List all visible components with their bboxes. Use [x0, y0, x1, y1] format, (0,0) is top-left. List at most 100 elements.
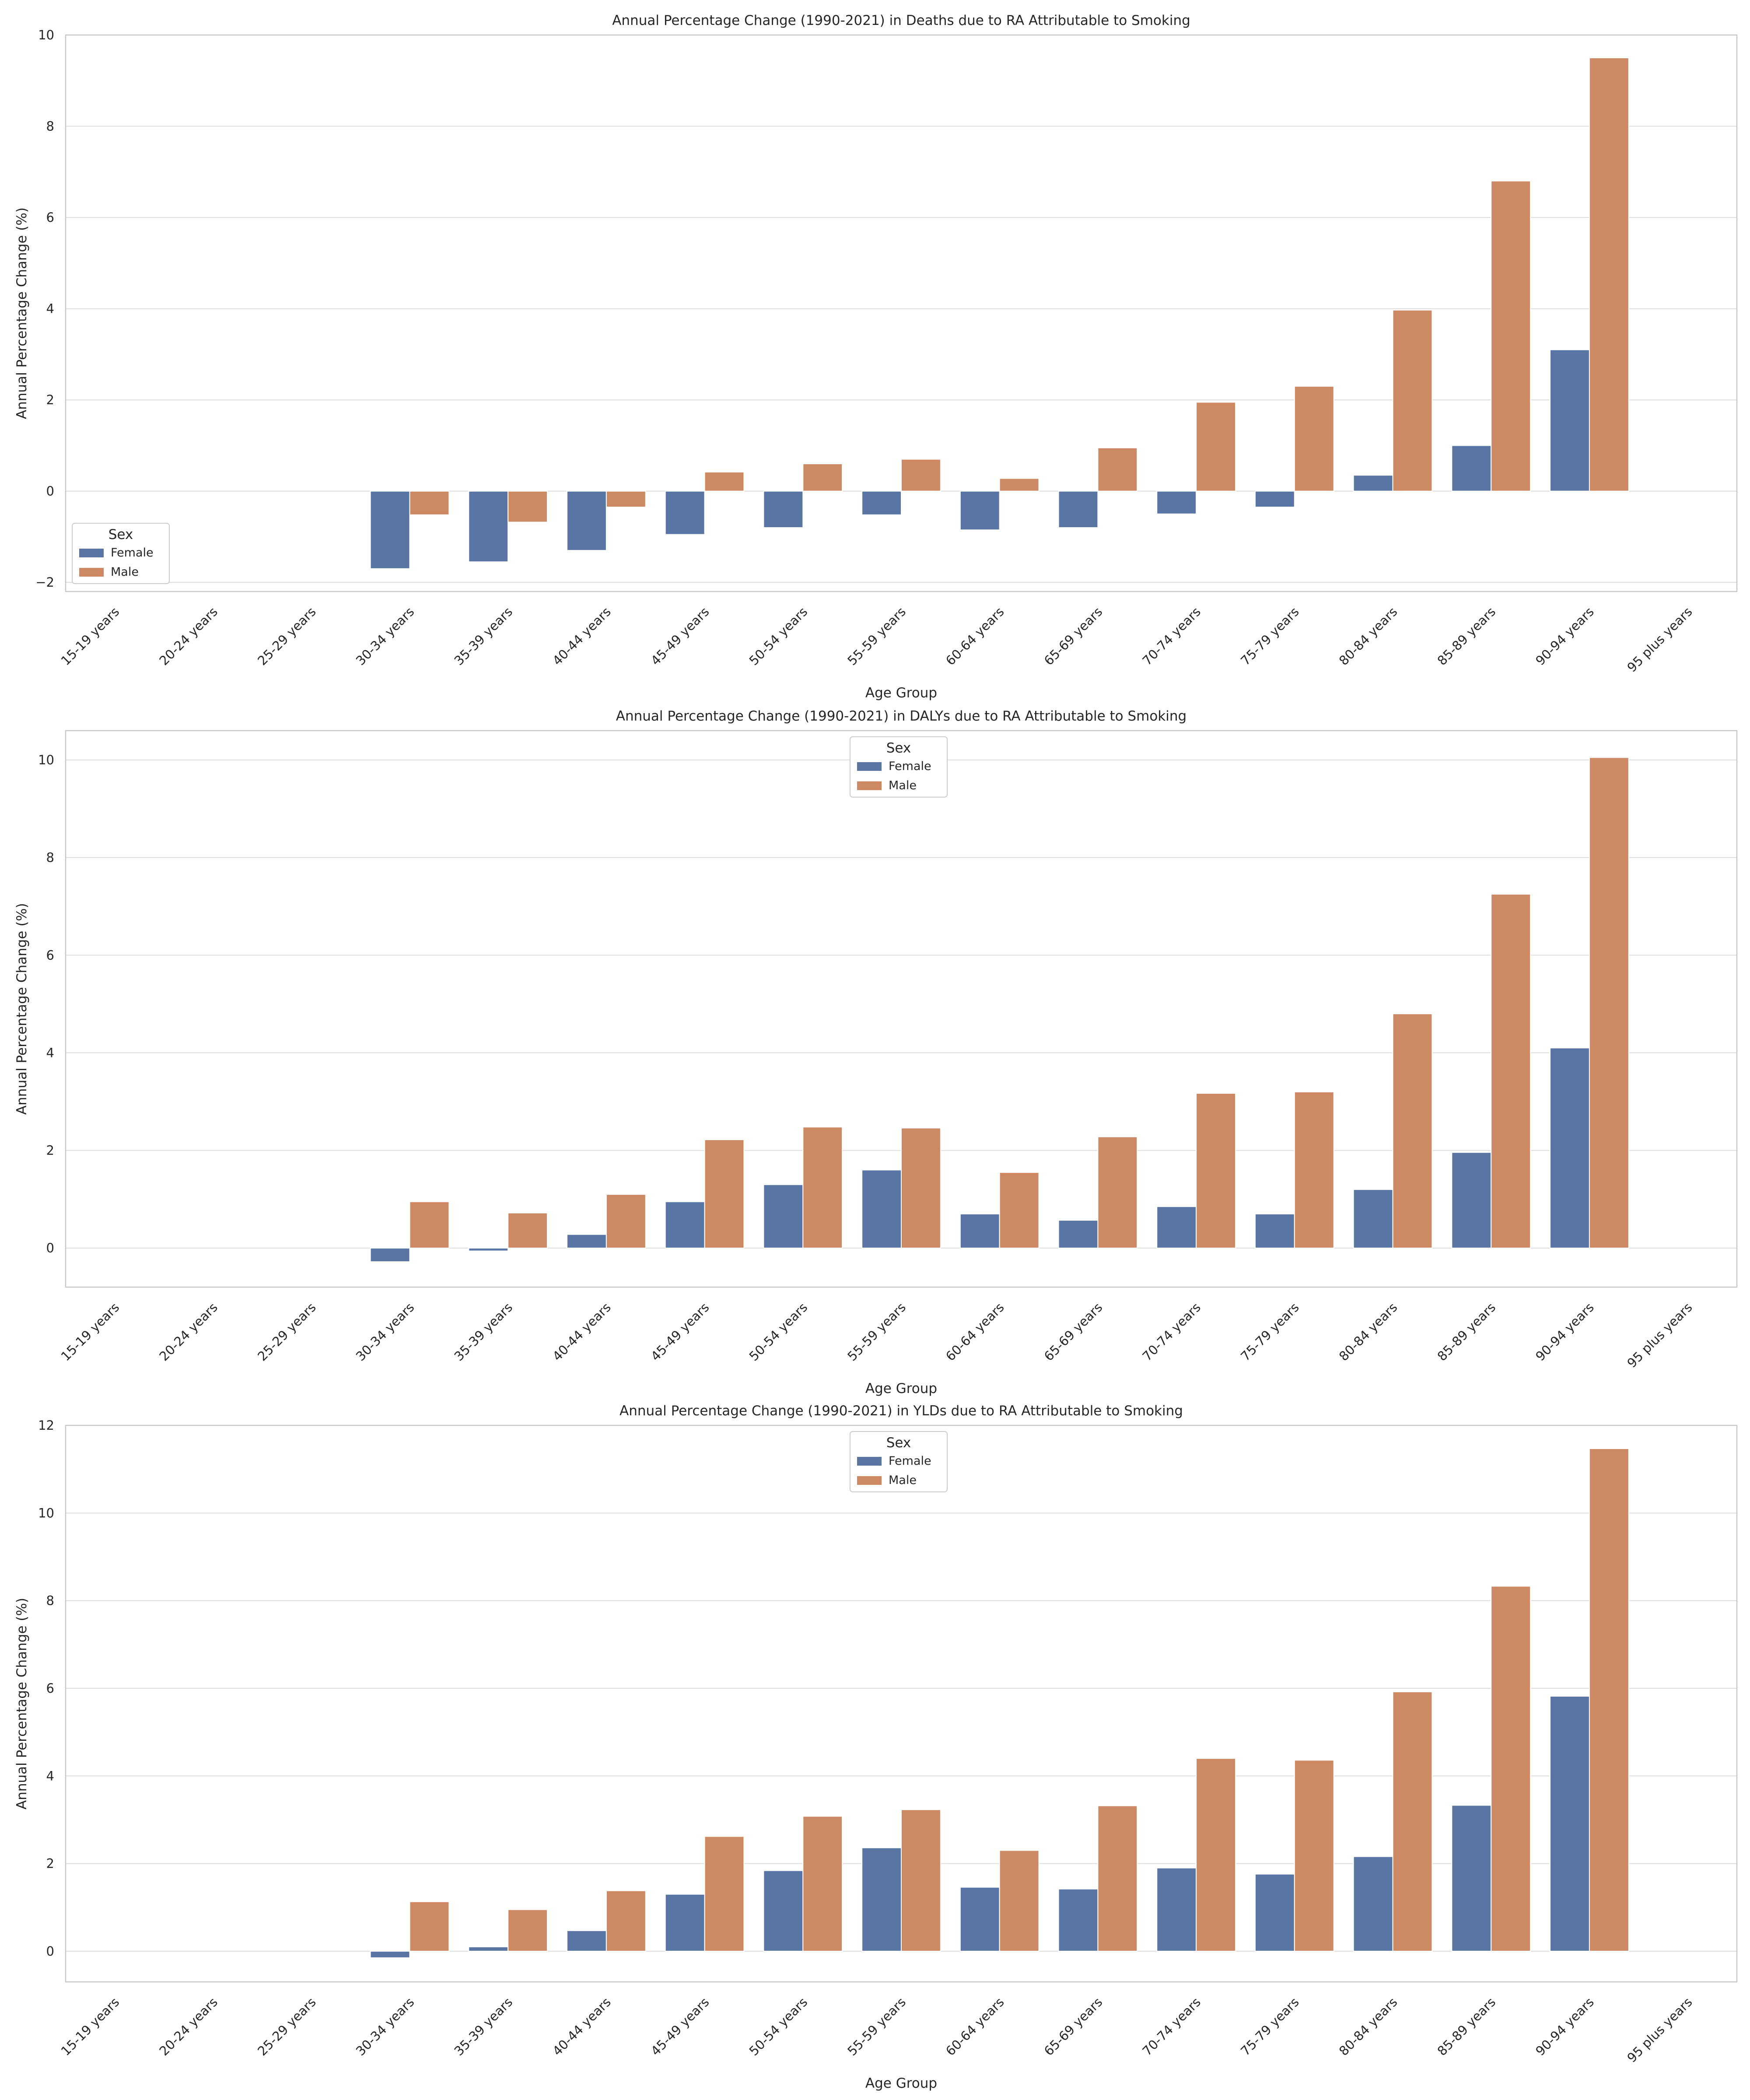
bar-male-40-44-years	[606, 490, 646, 508]
legend-swatch-male	[79, 568, 104, 577]
x-tick-label: 85-89 years	[1435, 1995, 1499, 2059]
bar-female-45-49-years	[665, 1201, 705, 1249]
y-tick-label: 2	[46, 392, 54, 407]
legend-label-male: Male	[889, 779, 917, 792]
x-tick-label: 65-69 years	[1041, 1995, 1106, 2059]
legend: Sex Female Male	[72, 523, 170, 584]
x-tick-label: 20-24 years	[156, 1995, 220, 2059]
bar-male-60-64-years	[999, 478, 1040, 492]
chart-panel-1: Annual Percentage Change (1990-2021) in …	[14, 13, 1738, 701]
bar-female-80-84-years	[1353, 1856, 1393, 1952]
x-tick-label: 85-89 years	[1435, 604, 1499, 668]
x-tick-label: 25-29 years	[255, 1300, 319, 1364]
legend-label-male: Male	[889, 1474, 917, 1487]
bar-female-85-89-years	[1451, 445, 1492, 492]
bar-male-60-64-years	[999, 1850, 1040, 1952]
bar-female-80-84-years	[1353, 1189, 1393, 1249]
bar-female-40-44-years	[567, 490, 607, 551]
x-tick-label: 50-54 years	[746, 604, 811, 668]
bar-female-60-64-years	[959, 490, 1000, 531]
bar-male-45-49-years	[704, 471, 745, 492]
chart-panel-3: Annual Percentage Change (1990-2021) in …	[14, 1403, 1738, 2091]
bar-male-75-79-years	[1294, 1091, 1334, 1249]
y-tick-label: 8	[46, 850, 54, 865]
bar-female-35-39-years	[468, 490, 509, 563]
x-tick-label: 70-74 years	[1139, 1995, 1204, 2059]
x-tick-label: 60-64 years	[943, 1300, 1007, 1364]
x-tick-label: 45-49 years	[648, 604, 712, 668]
y-tick-label: −2	[35, 575, 54, 590]
legend: Sex Female Male	[850, 736, 948, 798]
bar-male-90-94-years	[1589, 1448, 1629, 1952]
bar-male-30-34-years	[409, 1201, 450, 1249]
x-tick-label: 65-69 years	[1041, 1300, 1106, 1364]
x-axis-label: Age Group	[865, 685, 937, 701]
bar-female-30-34-years	[370, 1950, 410, 1958]
legend-swatch-male	[857, 781, 882, 790]
bar-female-55-59-years	[861, 1847, 902, 1952]
chart-panel-2: Annual Percentage Change (1990-2021) in …	[14, 708, 1738, 1396]
plot-frame	[65, 730, 1738, 1288]
legend-swatch-female	[857, 1457, 882, 1466]
bar-male-55-59-years	[901, 1127, 941, 1249]
bar-female-70-74-years	[1156, 1867, 1197, 1952]
x-tick-label: 25-29 years	[255, 1995, 319, 2059]
y-tick-label: 0	[46, 484, 54, 499]
y-tick-label: 12	[38, 1418, 54, 1433]
bar-female-40-44-years	[567, 1930, 607, 1952]
y-tick-label: 8	[46, 119, 54, 134]
bar-female-85-89-years	[1451, 1805, 1492, 1952]
x-tick-label: 95 plus years	[1624, 604, 1695, 675]
legend-title: Sex	[886, 1435, 911, 1451]
bar-male-55-59-years	[901, 1809, 941, 1952]
bar-male-30-34-years	[409, 490, 450, 515]
legend-label-male: Male	[111, 565, 139, 579]
x-tick-label: 15-19 years	[58, 604, 122, 668]
bar-female-40-44-years	[567, 1234, 607, 1249]
bar-female-90-94-years	[1550, 1695, 1590, 1952]
bar-male-80-84-years	[1392, 1013, 1433, 1249]
bar-female-80-84-years	[1353, 475, 1393, 492]
bar-male-70-74-years	[1196, 1093, 1236, 1249]
bar-male-70-74-years	[1196, 1758, 1236, 1952]
x-tick-label: 55-59 years	[844, 1300, 909, 1364]
plot-frame	[65, 34, 1738, 592]
bar-female-55-59-years	[861, 1169, 902, 1249]
y-tick-label: 4	[46, 301, 54, 316]
x-tick-label: 60-64 years	[943, 604, 1007, 668]
x-tick-label: 85-89 years	[1435, 1300, 1499, 1364]
bar-female-65-69-years	[1058, 490, 1099, 528]
bar-female-75-79-years	[1254, 1873, 1295, 1952]
x-tick-label: 70-74 years	[1139, 1300, 1204, 1364]
bar-male-65-69-years	[1097, 447, 1138, 492]
x-tick-label: 60-64 years	[943, 1995, 1007, 2059]
bar-female-50-54-years	[763, 490, 804, 528]
bar-male-45-49-years	[704, 1836, 745, 1952]
x-tick-label: 35-39 years	[452, 604, 516, 668]
bar-male-70-74-years	[1196, 402, 1236, 492]
x-tick-label: 90-94 years	[1533, 1995, 1597, 2059]
x-tick-label: 35-39 years	[452, 1300, 516, 1364]
x-tick-label: 20-24 years	[156, 604, 220, 668]
x-tick-label: 55-59 years	[844, 604, 909, 668]
bar-male-80-84-years	[1392, 1691, 1433, 1952]
bar-female-75-79-years	[1254, 490, 1295, 508]
legend-label-female: Female	[889, 760, 931, 773]
y-tick-label: 0	[46, 1241, 54, 1256]
bar-male-35-39-years	[508, 1909, 548, 1952]
bar-male-75-79-years	[1294, 1760, 1334, 1952]
x-tick-label: 75-79 years	[1238, 1995, 1302, 2059]
bar-female-60-64-years	[959, 1213, 1000, 1249]
x-tick-label: 95 plus years	[1624, 1995, 1695, 2065]
y-tick-label: 6	[46, 210, 54, 225]
x-tick-label: 35-39 years	[452, 1995, 516, 2059]
x-tick-label: 40-44 years	[550, 1300, 614, 1364]
y-tick-label: 4	[46, 1768, 54, 1783]
bar-male-85-89-years	[1491, 1586, 1531, 1952]
x-tick-label: 25-29 years	[255, 604, 319, 668]
x-tick-label: 80-84 years	[1336, 604, 1400, 668]
bar-female-60-64-years	[959, 1886, 1000, 1952]
chart-title: Annual Percentage Change (1990-2021) in …	[620, 1403, 1183, 1419]
bar-male-50-54-years	[802, 1127, 843, 1249]
y-axis-label: Annual Percentage Change (%)	[14, 903, 30, 1115]
